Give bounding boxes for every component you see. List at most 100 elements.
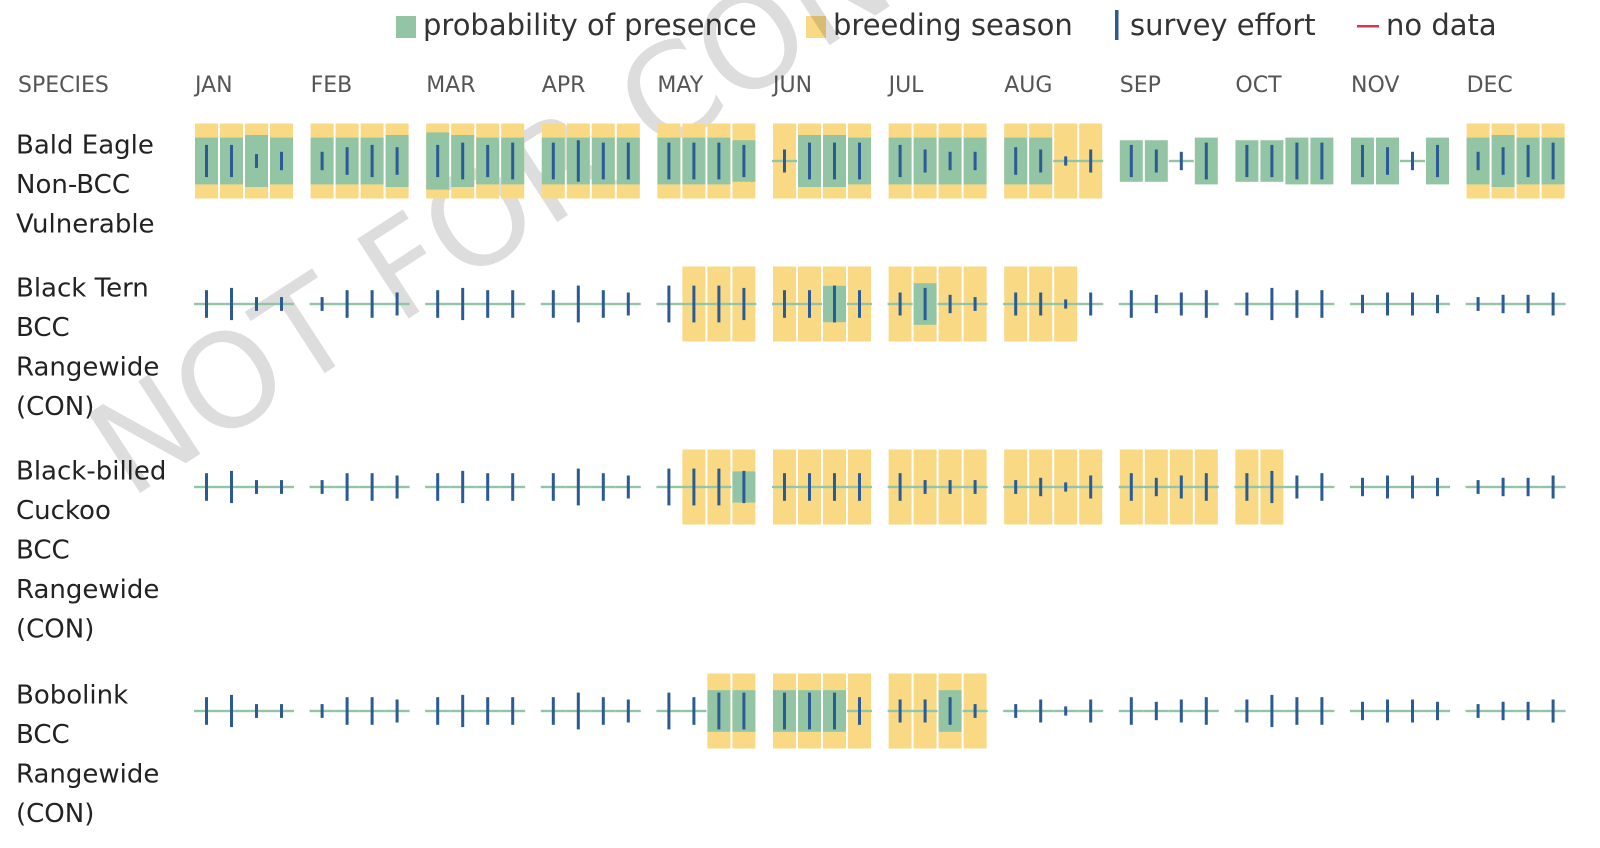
survey-effort [280, 297, 283, 311]
survey-effort [667, 142, 671, 180]
survey-effort [1320, 473, 1324, 501]
survey-effort [370, 697, 374, 725]
survey-effort [1154, 294, 1158, 314]
survey-effort [320, 297, 324, 311]
species-label: Black-billed [16, 457, 166, 487]
survey-effort [626, 142, 630, 180]
survey-effort [1204, 473, 1208, 501]
survey-effort [1014, 704, 1018, 718]
survey-effort [626, 475, 630, 499]
survey-effort [551, 473, 555, 501]
survey-effort [1501, 147, 1505, 175]
species-label: BCC [16, 536, 70, 566]
survey-effort [898, 699, 902, 723]
survey-effort [1129, 473, 1133, 501]
survey-effort [1204, 290, 1208, 318]
survey-effort [1526, 477, 1530, 497]
survey-effort [486, 473, 490, 501]
month-label: FEB [311, 73, 353, 98]
survey-effort [1154, 701, 1158, 721]
month-label: JUN [771, 73, 812, 98]
survey-effort [717, 692, 721, 730]
survey-effort [461, 287, 465, 321]
survey-effort [858, 142, 861, 180]
survey-effort [783, 692, 786, 730]
survey-effort [742, 144, 746, 178]
survey-effort [1436, 701, 1439, 721]
survey-effort [1039, 292, 1043, 316]
survey-effort [1014, 480, 1018, 494]
survey-effort [395, 147, 399, 175]
survey-effort [1501, 294, 1505, 314]
species-label: BCC [16, 313, 70, 343]
survey-effort [1295, 290, 1299, 318]
month-label: MAR [426, 73, 475, 98]
species-label: Vulnerable [16, 210, 155, 240]
month-label: SEP [1120, 73, 1161, 98]
survey-effort [808, 692, 811, 730]
survey-effort [1551, 142, 1555, 180]
survey-effort [205, 144, 208, 178]
survey-effort [1361, 701, 1364, 721]
survey-effort [345, 697, 349, 725]
survey-effort [345, 147, 349, 175]
survey-effort [576, 140, 580, 182]
month-label: JUL [887, 73, 925, 98]
survey-effort [898, 473, 902, 501]
survey-effort [1436, 294, 1439, 314]
survey-effort [230, 287, 233, 321]
survey-effort [1179, 292, 1183, 316]
survey-effort [923, 480, 927, 494]
species-label: Cuckoo [16, 496, 111, 526]
survey-effort [717, 468, 721, 506]
survey-effort [717, 285, 721, 323]
survey-effort [1089, 699, 1093, 723]
survey-effort [345, 473, 349, 501]
survey-effort [436, 290, 440, 318]
survey-effort [1501, 477, 1505, 497]
survey-effort [948, 697, 952, 725]
survey-effort [1295, 697, 1299, 725]
survey-effort [1154, 149, 1158, 173]
survey-effort [692, 285, 696, 323]
survey-effort [370, 473, 374, 501]
survey-effort [576, 692, 580, 730]
survey-effort [255, 480, 258, 494]
survey-effort [858, 697, 861, 725]
survey-effort [626, 699, 630, 723]
survey-effort [626, 292, 630, 316]
survey-effort [461, 142, 465, 180]
legend-label: probability of presence [423, 8, 757, 42]
survey-effort [1270, 694, 1274, 728]
species-label: Black Tern [16, 274, 149, 304]
survey-effort [898, 292, 902, 316]
survey-effort [1064, 299, 1068, 309]
survey-effort [1089, 292, 1093, 316]
survey-effort [576, 468, 580, 506]
survey-effort [320, 151, 324, 171]
survey-effort [230, 470, 233, 504]
survey-effort [1204, 697, 1208, 725]
survey-effort [205, 697, 208, 725]
survey-effort [511, 697, 515, 725]
survey-effort [973, 480, 977, 494]
survey-effort [1270, 287, 1274, 321]
survey-effort [230, 144, 233, 178]
survey-effort [808, 290, 811, 318]
survey-effort [601, 290, 605, 318]
survey-effort [320, 480, 324, 494]
survey-effort [923, 287, 927, 321]
survey-effort [1526, 294, 1530, 314]
survey-effort [1245, 292, 1249, 316]
survey-effort [1245, 699, 1249, 723]
survey-effort [783, 149, 786, 173]
species-label: (CON) [16, 615, 94, 645]
legend-swatch [396, 16, 416, 38]
survey-effort [1039, 149, 1043, 173]
survey-effort [667, 692, 671, 730]
survey-effort [1064, 482, 1068, 492]
survey-effort [833, 142, 836, 180]
species-label: Bald Eagle [16, 131, 154, 161]
survey-effort [717, 142, 721, 180]
